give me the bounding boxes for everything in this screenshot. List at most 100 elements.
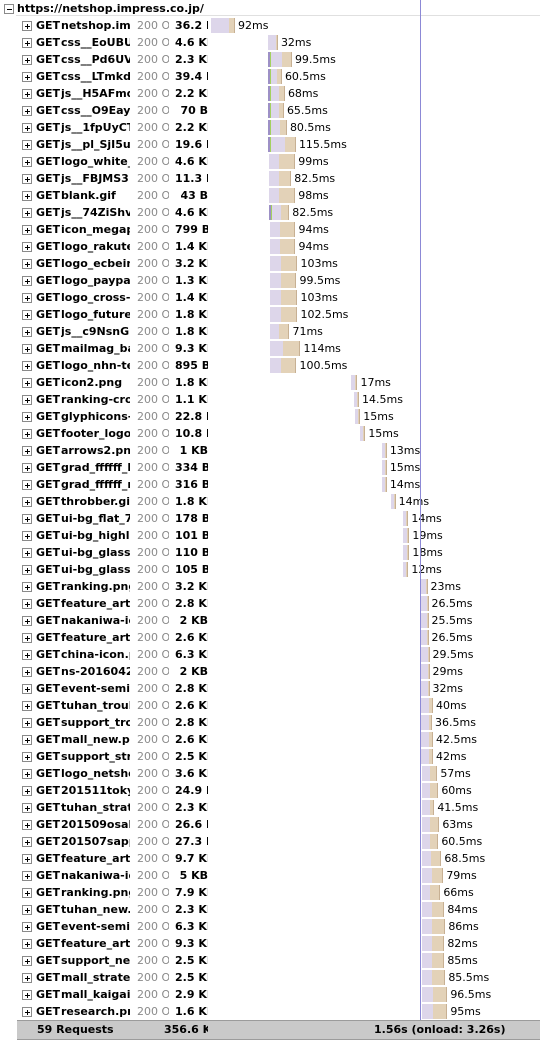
expand-toggle-icon[interactable] <box>22 89 32 99</box>
expand-toggle-icon[interactable] <box>22 225 32 235</box>
expand-toggle-icon[interactable] <box>22 820 32 830</box>
timing-bar[interactable] <box>270 307 298 322</box>
timing-bar[interactable] <box>421 698 434 713</box>
timing-bar[interactable] <box>267 35 278 50</box>
timing-bar[interactable] <box>421 732 434 747</box>
timing-bar[interactable] <box>267 103 284 118</box>
timing-bar[interactable] <box>403 511 409 526</box>
timing-bar[interactable] <box>420 579 428 594</box>
expand-toggle-icon[interactable] <box>22 701 32 711</box>
timing-bar[interactable] <box>422 834 439 849</box>
expand-toggle-icon[interactable] <box>22 242 32 252</box>
timing-bar[interactable] <box>270 222 296 237</box>
expand-toggle-icon[interactable] <box>22 1007 32 1017</box>
timing-bar[interactable] <box>422 817 440 832</box>
timing-bar[interactable] <box>355 409 361 424</box>
timing-bar[interactable] <box>267 52 292 67</box>
expand-toggle-icon[interactable] <box>22 905 32 915</box>
page-group-header[interactable]: https://netshop.impress.co.jp/ <box>0 0 540 17</box>
expand-toggle-icon[interactable] <box>22 871 32 881</box>
expand-toggle-icon[interactable] <box>22 854 32 864</box>
request-row[interactable]: GET logo_nhn-te 200 O 895 B 100.5ms <box>0 357 540 374</box>
expand-toggle-icon[interactable] <box>22 565 32 575</box>
timing-bar[interactable] <box>270 324 290 339</box>
expand-toggle-icon[interactable] <box>22 293 32 303</box>
expand-toggle-icon[interactable] <box>22 939 32 949</box>
timing-bar[interactable] <box>420 681 430 696</box>
expand-toggle-icon[interactable] <box>22 803 32 813</box>
request-row[interactable]: GET ns-2016042 200 O 2 KB 29ms <box>0 663 540 680</box>
expand-toggle-icon[interactable] <box>22 514 32 524</box>
request-row[interactable]: GET css__O9Eay 200 O 70 B 65.5ms <box>0 102 540 119</box>
timing-bar[interactable] <box>403 528 410 543</box>
expand-toggle-icon[interactable] <box>22 140 32 150</box>
timing-bar[interactable] <box>270 273 297 288</box>
timing-bar[interactable] <box>267 120 287 135</box>
expand-toggle-icon[interactable] <box>22 786 32 796</box>
timing-bar[interactable] <box>360 426 366 441</box>
request-row[interactable]: GET nakaniwa-ic 200 O 5 KB 79ms <box>0 867 540 884</box>
expand-toggle-icon[interactable] <box>22 616 32 626</box>
expand-toggle-icon[interactable] <box>22 106 32 116</box>
expand-toggle-icon[interactable] <box>22 531 32 541</box>
timing-bar[interactable] <box>270 256 298 271</box>
expand-toggle-icon[interactable] <box>22 55 32 65</box>
timing-bar[interactable] <box>420 613 429 628</box>
timing-bar[interactable] <box>270 239 296 254</box>
timing-bar[interactable] <box>422 783 439 798</box>
expand-toggle-icon[interactable] <box>22 633 32 643</box>
expand-toggle-icon[interactable] <box>22 123 32 133</box>
request-row[interactable]: GET ui-bg_glass_ 200 O 105 B 12ms <box>0 561 540 578</box>
timing-bar[interactable] <box>381 477 387 492</box>
request-row[interactable]: GET grad_ffffff_r 200 O 316 B 14ms <box>0 476 540 493</box>
timing-bar[interactable] <box>422 766 438 781</box>
timing-bar[interactable] <box>211 18 235 33</box>
expand-toggle-icon[interactable] <box>22 344 32 354</box>
expand-toggle-icon[interactable] <box>22 548 32 558</box>
timing-bar[interactable] <box>422 800 435 815</box>
expand-toggle-icon[interactable] <box>22 599 32 609</box>
expand-toggle-icon[interactable] <box>22 174 32 184</box>
expand-toggle-icon[interactable] <box>22 497 32 507</box>
expand-toggle-icon[interactable] <box>22 208 32 218</box>
expand-toggle-icon[interactable] <box>22 973 32 983</box>
expand-toggle-icon[interactable] <box>22 38 32 48</box>
expand-toggle-icon[interactable] <box>22 378 32 388</box>
expand-toggle-icon[interactable] <box>22 684 32 694</box>
expand-toggle-icon[interactable] <box>22 395 32 405</box>
expand-toggle-icon[interactable] <box>22 956 32 966</box>
timing-bar[interactable] <box>422 851 442 866</box>
expand-toggle-icon[interactable] <box>22 990 32 1000</box>
request-row[interactable]: GET ui-bg_glass_ 200 O 110 B 18ms <box>0 544 540 561</box>
timing-bar[interactable] <box>390 494 396 509</box>
timing-bar[interactable] <box>353 392 359 407</box>
expand-toggle-icon[interactable] <box>22 361 32 371</box>
timing-bar[interactable] <box>270 341 301 356</box>
timing-bar[interactable] <box>351 375 358 390</box>
expand-toggle-icon[interactable] <box>22 667 32 677</box>
expand-toggle-icon[interactable] <box>22 463 32 473</box>
